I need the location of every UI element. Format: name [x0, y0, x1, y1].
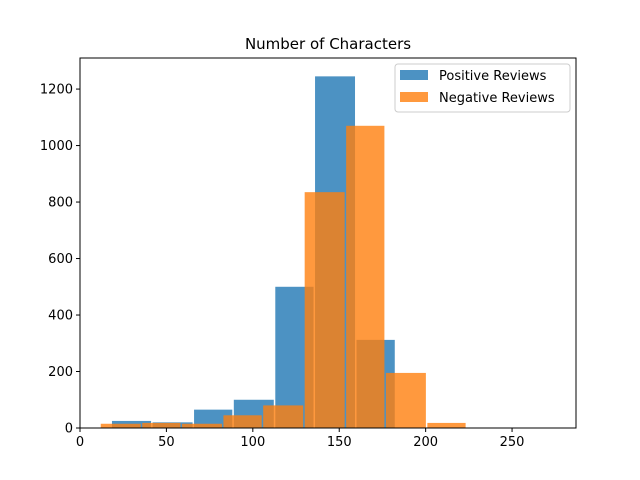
bars-layer [100, 76, 466, 429]
x-tick-label: 0 [76, 435, 84, 450]
y-tick-label: 800 [48, 196, 73, 211]
y-axis: 0 200 400 600 800 1000 1200 [40, 83, 80, 437]
legend-label-negative: Negative Reviews [439, 91, 555, 106]
legend-swatch-negative [400, 92, 428, 102]
plot-frame [79, 57, 577, 429]
bar-series-1-bin-5 [304, 192, 345, 428]
x-tick-label: 100 [240, 435, 265, 450]
x-tick-label: 200 [413, 435, 438, 450]
bar-series-1-bin-1 [142, 422, 181, 428]
bar-series-1-bin-4 [263, 405, 304, 428]
y-tick-label: 600 [48, 252, 73, 267]
legend-box [394, 63, 571, 113]
bar-series-1-bin-2 [181, 423, 222, 428]
bar-series-0-bin-2 [194, 409, 233, 428]
bar-series-1-bin-0 [100, 423, 141, 428]
bar-series-1-bin-7 [385, 372, 426, 428]
legend-swatch-positive [400, 70, 428, 80]
x-axis: 0 50 100 150 200 250 [76, 428, 525, 450]
legend: Positive Reviews Negative Reviews [394, 63, 571, 113]
y-tick-label: 1000 [40, 139, 73, 154]
y-tick-label: 400 [48, 309, 73, 324]
bar-series-1-bin-6 [346, 125, 385, 428]
x-tick-label: 50 [158, 435, 175, 450]
y-tick-label: 200 [48, 365, 73, 380]
x-tick-label: 250 [500, 435, 525, 450]
bar-series-1-bin-3 [223, 415, 262, 428]
legend-label-positive: Positive Reviews [439, 69, 547, 84]
y-tick-label: 1200 [40, 83, 73, 98]
x-tick-label: 150 [327, 435, 352, 450]
bar-series-1-bin-8 [427, 422, 466, 428]
chart-title: Number of Characters [245, 35, 411, 53]
y-tick-label: 0 [65, 422, 73, 437]
